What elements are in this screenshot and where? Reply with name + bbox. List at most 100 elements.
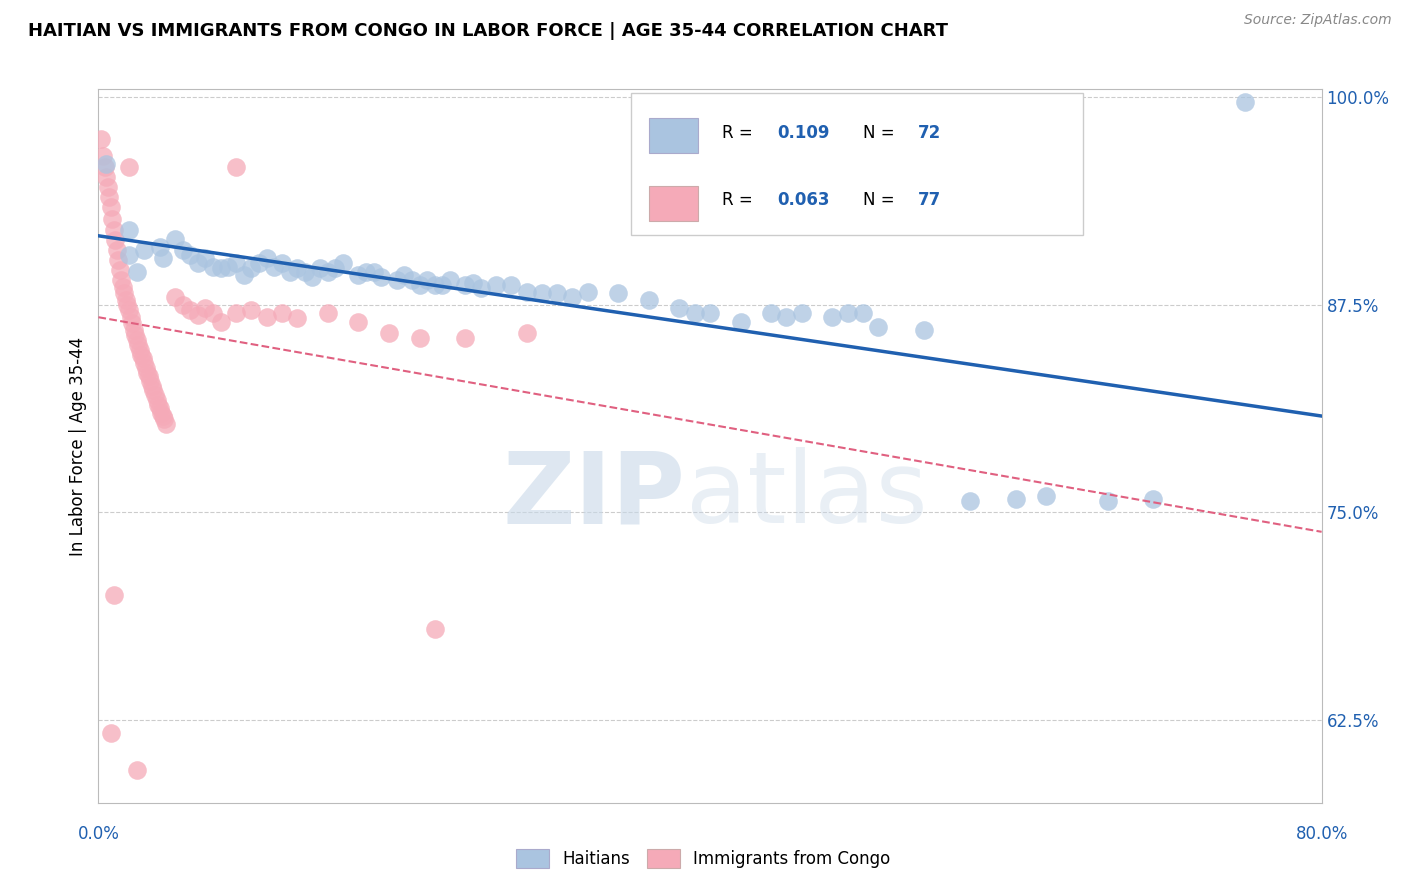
Point [485,278,508,293]
Point [270,306,292,320]
Point [118,302,141,317]
Point [852,306,875,320]
Point [139,374,162,388]
Point [530,286,553,301]
Point [1035,489,1057,503]
FancyBboxPatch shape [630,93,1083,235]
Point [149,401,172,415]
Point [461,277,484,291]
Point [516,285,538,299]
Point [240,302,263,317]
Point [699,306,721,320]
Point [100,200,122,214]
Point [143,387,166,401]
Point [142,383,165,397]
Text: N =: N = [863,191,900,209]
Point [607,286,630,301]
Point [354,265,377,279]
Point [103,588,125,602]
Point [118,223,141,237]
Point [868,319,890,334]
Point [285,261,308,276]
Point [270,256,292,270]
Point [97,180,120,194]
Text: 0.063: 0.063 [778,191,830,209]
Point [209,261,232,276]
Point [439,273,461,287]
Point [187,308,209,322]
Point [127,338,149,352]
Point [152,409,174,424]
Point [392,268,416,282]
Point [125,763,148,777]
Point [837,306,859,320]
Text: 77: 77 [918,191,941,209]
Point [91,148,114,162]
Point [256,252,278,266]
Point [163,231,186,245]
Point [194,252,217,266]
Point [247,256,270,270]
Point [546,286,568,301]
Point [821,310,844,324]
Point [107,253,129,268]
Point [370,269,392,284]
Point [347,268,370,282]
Point [416,273,439,287]
Text: R =: R = [723,191,758,209]
Text: HAITIAN VS IMMIGRANTS FROM CONGO IN LABOR FORCE | AGE 35-44 CORRELATION CHART: HAITIAN VS IMMIGRANTS FROM CONGO IN LABO… [28,22,948,40]
Point [683,306,706,320]
Point [138,369,160,384]
Point [217,260,239,274]
Point [316,265,339,279]
Point [149,240,172,254]
Point [423,622,446,636]
Text: N =: N = [863,125,900,143]
Point [1004,492,1026,507]
Point [128,343,150,357]
Point [101,211,124,226]
Point [120,310,142,324]
Text: Source: ZipAtlas.com: Source: ZipAtlas.com [1244,13,1392,28]
Point [172,243,194,257]
Bar [650,118,697,153]
Point [118,248,141,262]
Point [202,306,225,320]
Point [959,493,981,508]
Point [104,233,127,247]
Point [294,265,316,279]
Point [408,278,430,293]
Point [775,310,797,324]
Point [122,323,145,337]
Point [347,314,370,328]
Point [316,306,339,320]
Point [152,252,174,266]
Point [108,263,131,277]
Point [408,331,430,345]
Point [98,190,121,204]
Point [202,260,225,274]
Legend: Haitians, Immigrants from Congo: Haitians, Immigrants from Congo [509,842,897,875]
Point [454,278,477,293]
Point [100,726,122,740]
Text: atlas: atlas [686,448,927,544]
Point [278,265,301,279]
Point [225,160,247,174]
Point [135,361,157,376]
Point [256,310,278,324]
Point [155,417,177,432]
Point [94,157,117,171]
Point [121,316,143,330]
Text: R =: R = [723,125,758,143]
Point [301,269,323,284]
Point [115,293,138,307]
Bar [650,186,697,221]
Y-axis label: In Labor Force | Age 35-44: In Labor Force | Age 35-44 [69,336,87,556]
Point [790,306,813,320]
Point [240,261,263,276]
Point [117,298,139,312]
Point [153,412,176,426]
Point [163,290,186,304]
Text: 0.0%: 0.0% [77,825,120,843]
Point [187,256,209,270]
